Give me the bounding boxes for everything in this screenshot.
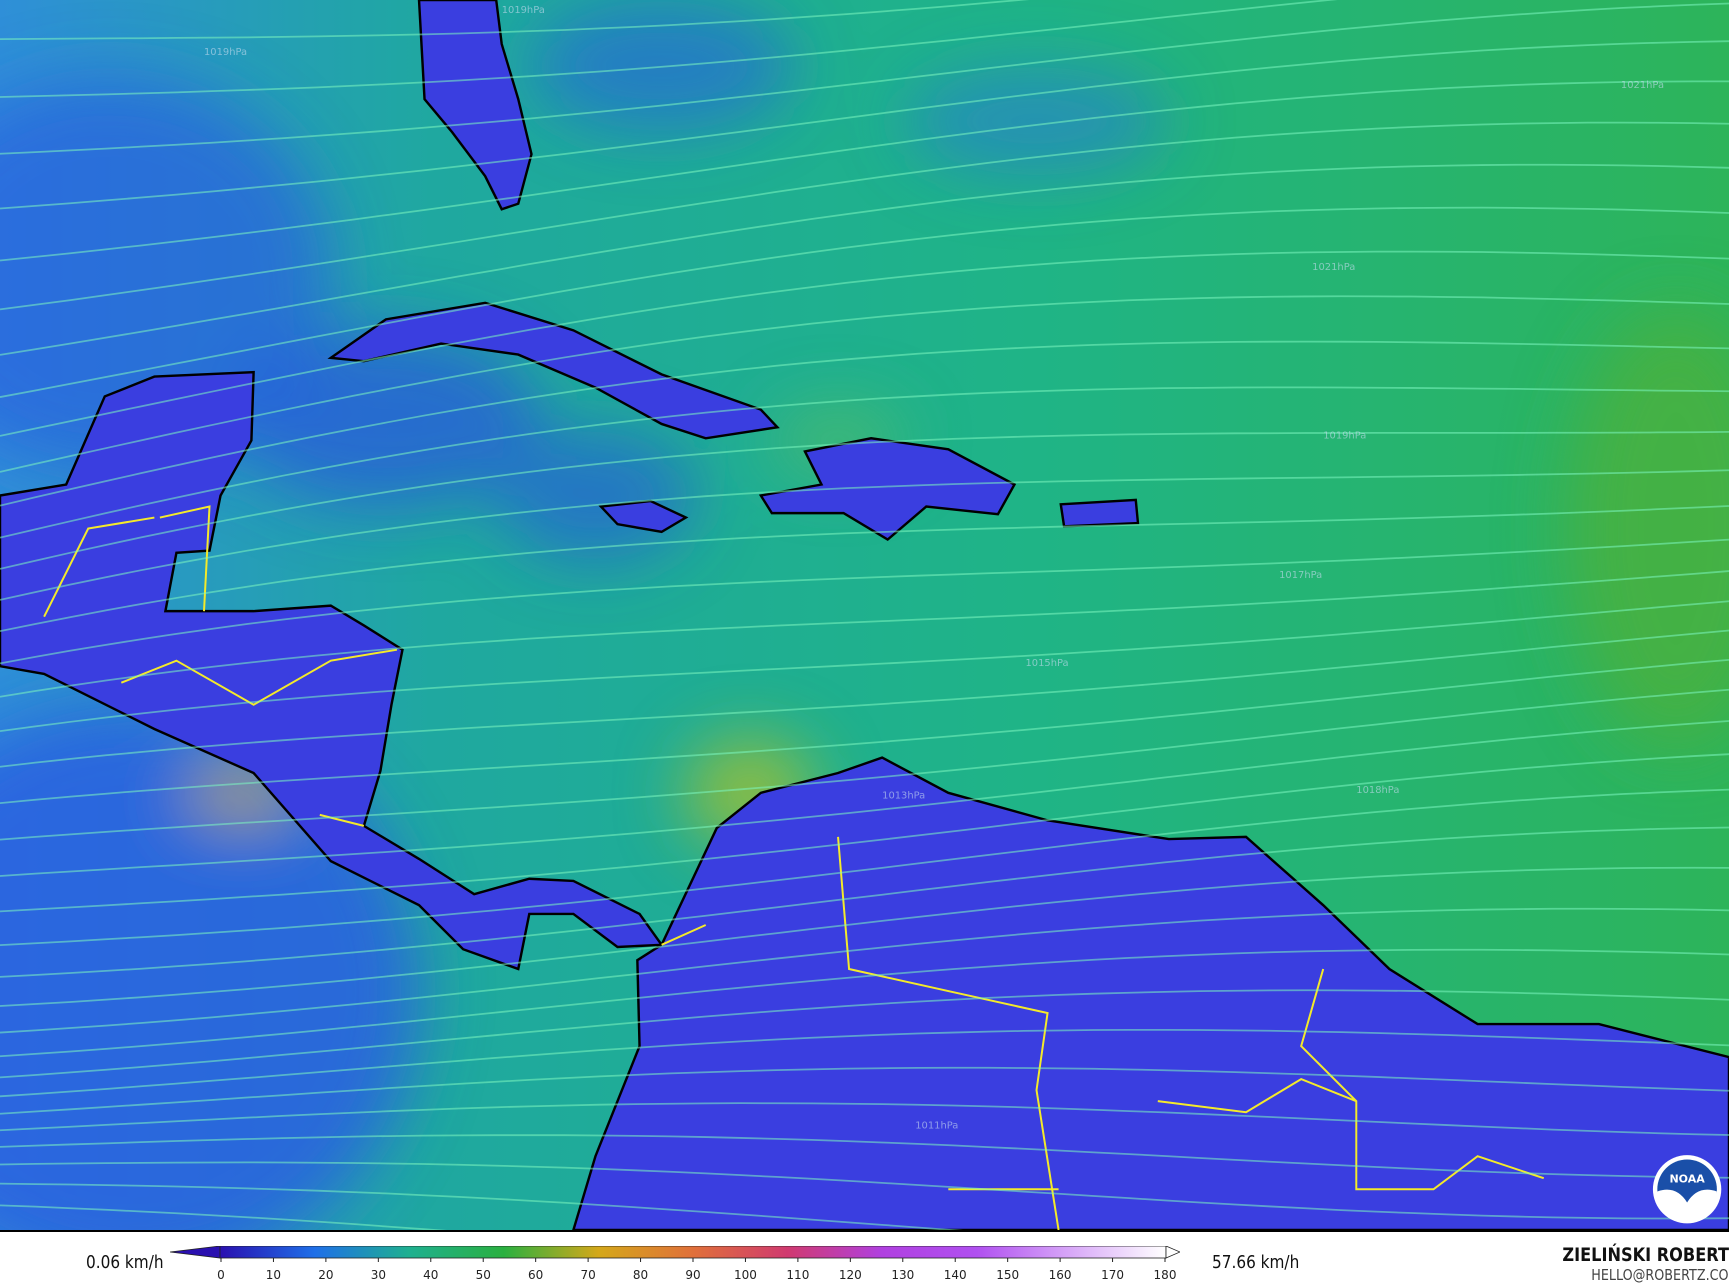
- colorbar-tick-label: 0: [217, 1268, 225, 1282]
- puerto-rico: [1059, 498, 1140, 528]
- isobar-label: 1019hPa: [1323, 430, 1366, 441]
- colorbar-tick-label: 100: [734, 1268, 757, 1282]
- colorbar-tick-label: 170: [1101, 1268, 1124, 1282]
- colorbar-tick-label: 150: [996, 1268, 1019, 1282]
- cuba: [327, 301, 780, 440]
- streamline: [0, 866, 1729, 1007]
- author-credit: ZIELIŃSKI ROBERT: [1562, 1244, 1729, 1266]
- streamline: [0, 1204, 447, 1230]
- colorbar-max-arrow: [1165, 1246, 1180, 1259]
- streamline: [0, 1102, 1729, 1136]
- streamline: [0, 1029, 1729, 1098]
- author-email[interactable]: HELLO@ROBERTZ.CO: [1591, 1266, 1729, 1284]
- streamline: [0, 469, 1729, 601]
- streamline: [0, 80, 1729, 262]
- streamline: [0, 538, 1729, 665]
- streamline: [0, 40, 1729, 210]
- streamline: [0, 1182, 964, 1230]
- isobar-label: 1017hPa: [1279, 570, 1322, 581]
- isobar-label: 1021hPa: [1621, 80, 1664, 91]
- colorbar-tick-label: 50: [476, 1268, 491, 1282]
- colorbar-min-arrow: [170, 1246, 221, 1259]
- streamline: [0, 948, 1729, 1058]
- colorbar-tick-label: 160: [1049, 1268, 1072, 1282]
- streamline: [0, 295, 1729, 473]
- streamline: [0, 1066, 1729, 1115]
- colorbar-tick-label: 40: [423, 1268, 438, 1282]
- florida: [417, 0, 533, 211]
- colorbar-tick-label: 120: [839, 1268, 862, 1282]
- colorbar-tick-label: 60: [528, 1268, 543, 1282]
- colorbar-tick-label: 110: [786, 1268, 809, 1282]
- colorbar-gradient: [219, 1246, 1167, 1259]
- streamline: [0, 826, 1729, 978]
- noaa-logo: NOAA: [1652, 1155, 1722, 1224]
- streamline: [0, 250, 1729, 437]
- streamline: [0, 658, 1729, 804]
- colorbar-tick-label: 70: [580, 1268, 595, 1282]
- streamline: [0, 340, 1729, 507]
- streamline: [0, 386, 1729, 539]
- streamline: [0, 206, 1729, 398]
- streamline: [0, 629, 1729, 768]
- jamaica: [598, 499, 689, 534]
- colorbar-tick-label: 90: [685, 1268, 700, 1282]
- hispaniola: [758, 437, 1017, 542]
- streamline: [0, 0, 1338, 98]
- isobar-label: 1021hPa: [1312, 262, 1355, 273]
- legend-max-label: 57.66 km/h: [1212, 1252, 1300, 1273]
- colorbar-tick-label: 10: [266, 1268, 281, 1282]
- streamline: [0, 163, 1729, 356]
- streamline: [0, 907, 1729, 1034]
- streamline: [0, 121, 1729, 311]
- country-borders: [43, 505, 1545, 1230]
- streamline: [0, 753, 1729, 913]
- isobar-label: 1015hPa: [1025, 658, 1068, 669]
- land-masses: [0, 0, 1729, 1230]
- isobar-label: 1018hPa: [1356, 785, 1399, 796]
- isobar-label: 1019hPa: [204, 47, 247, 58]
- streamline: [0, 2, 1729, 155]
- streamline: [0, 989, 1729, 1079]
- streamline: [0, 688, 1729, 841]
- legend-min-label: 0.06 km/h: [86, 1252, 164, 1273]
- streamlines: [0, 0, 1729, 1230]
- streamline: [0, 720, 1729, 877]
- streamline: [0, 1134, 1729, 1179]
- colorbar-tick-label: 20: [318, 1268, 333, 1282]
- isobar-labels: 1019hPa 1019hPa 1021hPa 1021hPa 1019hPa 1017h…: [204, 5, 1664, 1131]
- streamline: [0, 1161, 1729, 1220]
- streamline: [0, 430, 1729, 570]
- streamline: [0, 788, 1729, 947]
- streamline: [0, 600, 1729, 733]
- mexico-central-america: [0, 370, 664, 971]
- wind-speed-map[interactable]: 1019hPa 1019hPa 1021hPa 1021hPa 1019hPa 1017h…: [0, 0, 1729, 1232]
- wind-speed-field: [0, 0, 1729, 1230]
- footer: 0.06 km/h 0 10 20 30 40 50 60 70 80 90 100 110 120 13…: [0, 1232, 1729, 1287]
- colorbar-tick-label: 140: [944, 1268, 967, 1282]
- colorbar: 0 10 20 30 40 50 60 70 80 90 100 110 120 130 140 150 160…: [170, 1246, 1180, 1282]
- isobar-label: 1011hPa: [915, 1121, 958, 1132]
- noaa-logo-text: NOAA: [1669, 1173, 1705, 1186]
- colorbar-tick-label: 130: [891, 1268, 914, 1282]
- colorbar-tick-label: 180: [1154, 1268, 1177, 1282]
- streamline: [0, 570, 1729, 698]
- streamline: [0, 0, 1030, 40]
- colorbar-tick-label: 30: [371, 1268, 386, 1282]
- colorbar-tick-label: 80: [633, 1268, 648, 1282]
- streamline: [0, 505, 1729, 633]
- isobar-label: 1019hPa: [502, 5, 545, 16]
- map-canvas: 1019hPa 1019hPa 1021hPa 1021hPa 1019hPa 1017h…: [0, 0, 1729, 1230]
- isobar-label: 1013hPa: [882, 790, 925, 801]
